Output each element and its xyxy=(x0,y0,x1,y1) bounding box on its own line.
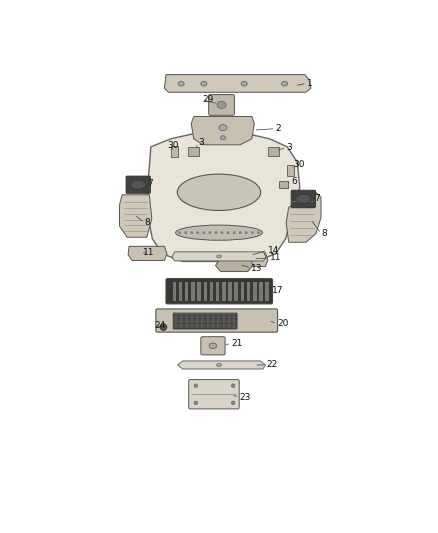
Ellipse shape xyxy=(176,225,262,240)
Bar xyxy=(179,281,182,301)
Text: 21: 21 xyxy=(231,340,243,348)
Text: 2: 2 xyxy=(276,124,281,133)
Bar xyxy=(259,281,263,301)
Polygon shape xyxy=(128,246,167,261)
Ellipse shape xyxy=(216,364,222,367)
Ellipse shape xyxy=(231,401,235,405)
Text: 14: 14 xyxy=(268,246,279,255)
Ellipse shape xyxy=(194,384,198,387)
Ellipse shape xyxy=(227,232,229,233)
Ellipse shape xyxy=(220,136,226,140)
Bar xyxy=(265,281,269,301)
Text: 13: 13 xyxy=(251,263,263,272)
FancyBboxPatch shape xyxy=(189,379,239,409)
Text: 11: 11 xyxy=(269,253,281,262)
Bar xyxy=(234,281,238,301)
Bar xyxy=(191,281,194,301)
Polygon shape xyxy=(147,134,300,262)
Bar xyxy=(185,281,188,301)
Bar xyxy=(216,281,219,301)
Text: 30: 30 xyxy=(294,160,305,169)
Ellipse shape xyxy=(178,82,184,86)
FancyBboxPatch shape xyxy=(201,337,225,355)
Ellipse shape xyxy=(258,232,259,233)
Ellipse shape xyxy=(215,232,217,233)
Ellipse shape xyxy=(185,232,187,233)
Bar xyxy=(204,281,207,301)
Ellipse shape xyxy=(197,232,199,233)
Text: 22: 22 xyxy=(266,360,278,369)
Ellipse shape xyxy=(201,82,207,86)
Text: 3: 3 xyxy=(286,143,293,152)
Text: 1: 1 xyxy=(307,79,313,88)
Ellipse shape xyxy=(282,82,288,86)
Polygon shape xyxy=(191,117,254,145)
Bar xyxy=(247,281,251,301)
Ellipse shape xyxy=(239,232,241,233)
Ellipse shape xyxy=(216,255,222,258)
Text: 8: 8 xyxy=(144,218,150,227)
Bar xyxy=(222,281,226,301)
Polygon shape xyxy=(234,253,268,266)
Bar xyxy=(253,281,257,301)
FancyBboxPatch shape xyxy=(166,279,272,304)
Ellipse shape xyxy=(221,232,223,233)
Ellipse shape xyxy=(231,384,235,387)
Text: 6: 6 xyxy=(292,176,297,185)
Bar xyxy=(268,147,279,156)
FancyBboxPatch shape xyxy=(291,190,315,207)
Ellipse shape xyxy=(241,82,247,86)
Polygon shape xyxy=(164,75,311,92)
Ellipse shape xyxy=(233,232,235,233)
Text: 8: 8 xyxy=(321,229,327,238)
FancyBboxPatch shape xyxy=(208,94,234,115)
Text: 17: 17 xyxy=(272,286,283,295)
Ellipse shape xyxy=(194,401,198,405)
Ellipse shape xyxy=(209,343,217,349)
Polygon shape xyxy=(120,195,152,237)
Ellipse shape xyxy=(131,180,146,189)
Bar xyxy=(287,165,294,176)
Text: 29: 29 xyxy=(203,95,214,104)
Bar xyxy=(173,281,176,301)
Text: 30: 30 xyxy=(167,141,179,150)
Ellipse shape xyxy=(251,232,253,233)
Bar xyxy=(198,281,201,301)
Ellipse shape xyxy=(296,195,311,204)
FancyBboxPatch shape xyxy=(126,176,150,193)
Text: 24: 24 xyxy=(154,321,166,330)
FancyBboxPatch shape xyxy=(156,309,278,332)
Ellipse shape xyxy=(160,324,167,330)
Polygon shape xyxy=(172,252,266,261)
Text: 7: 7 xyxy=(314,194,320,203)
Polygon shape xyxy=(286,192,321,243)
Ellipse shape xyxy=(191,232,193,233)
Bar xyxy=(188,147,199,156)
Ellipse shape xyxy=(245,232,247,233)
Bar xyxy=(240,281,244,301)
Text: 11: 11 xyxy=(143,248,155,257)
Ellipse shape xyxy=(177,174,261,211)
FancyBboxPatch shape xyxy=(173,313,237,329)
Bar xyxy=(279,181,288,189)
Text: 20: 20 xyxy=(277,319,289,328)
Ellipse shape xyxy=(217,101,226,108)
Text: 3: 3 xyxy=(198,138,204,147)
Text: 23: 23 xyxy=(239,393,251,402)
Ellipse shape xyxy=(219,125,227,131)
Ellipse shape xyxy=(203,232,205,233)
Polygon shape xyxy=(177,361,265,369)
Ellipse shape xyxy=(179,232,180,233)
Bar xyxy=(210,281,213,301)
Ellipse shape xyxy=(209,232,211,233)
Bar xyxy=(228,281,232,301)
Bar xyxy=(171,147,178,157)
Polygon shape xyxy=(215,258,253,271)
Text: 7: 7 xyxy=(147,179,153,188)
